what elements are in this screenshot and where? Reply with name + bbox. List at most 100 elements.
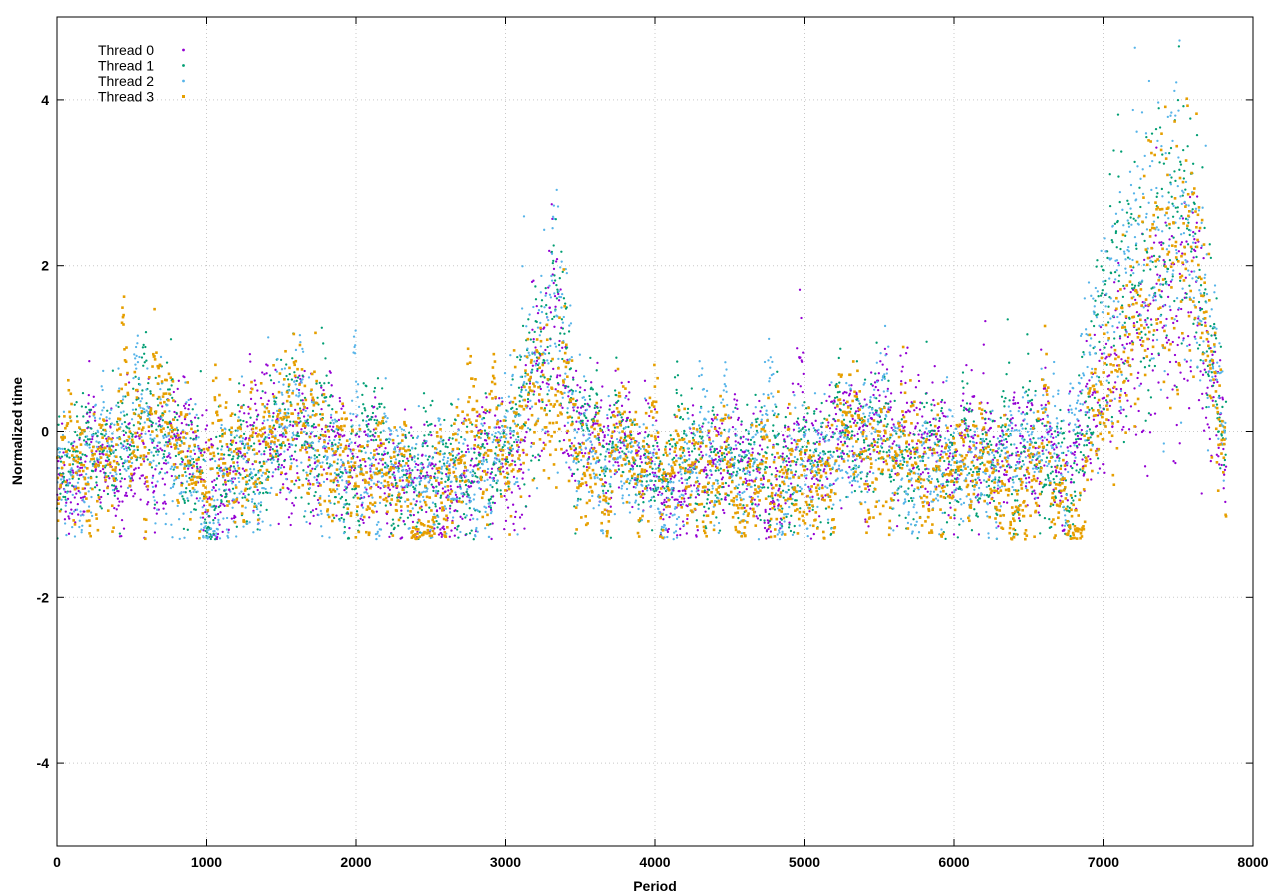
point <box>855 393 858 396</box>
point <box>524 371 527 375</box>
point <box>761 486 764 489</box>
point <box>761 474 765 477</box>
point <box>139 498 142 501</box>
point <box>1110 346 1113 349</box>
point <box>620 404 624 407</box>
point <box>793 422 796 425</box>
point <box>916 448 919 452</box>
point <box>796 484 799 487</box>
point <box>566 452 570 455</box>
point <box>993 456 996 459</box>
point <box>559 332 562 335</box>
point <box>789 493 792 497</box>
point <box>371 434 374 437</box>
point <box>323 382 326 385</box>
point <box>819 521 822 524</box>
point <box>1121 310 1124 313</box>
point <box>187 423 190 427</box>
point <box>680 394 683 397</box>
point <box>407 431 411 434</box>
point <box>1096 457 1100 460</box>
point <box>409 514 413 517</box>
point <box>89 408 92 412</box>
point <box>73 496 76 499</box>
point <box>285 419 289 422</box>
point <box>572 378 575 381</box>
point <box>868 484 872 488</box>
point <box>300 496 303 499</box>
point <box>757 503 760 506</box>
point <box>147 429 151 433</box>
point <box>446 516 449 520</box>
point <box>918 408 921 411</box>
point <box>928 434 931 438</box>
point <box>554 388 557 391</box>
point <box>691 414 694 417</box>
point <box>296 376 300 379</box>
point <box>517 484 520 488</box>
point <box>449 442 452 446</box>
point <box>383 406 386 409</box>
point <box>305 477 308 480</box>
point <box>712 462 715 465</box>
point <box>1088 428 1092 431</box>
point <box>1015 454 1018 457</box>
point <box>606 489 610 493</box>
point <box>751 457 755 460</box>
point <box>607 424 610 428</box>
point <box>788 521 791 524</box>
point <box>287 516 291 519</box>
point <box>268 374 272 377</box>
point <box>281 483 285 486</box>
point <box>1113 270 1117 274</box>
point <box>657 493 660 497</box>
point <box>778 475 781 478</box>
point <box>1219 359 1222 362</box>
point <box>1134 298 1137 301</box>
point <box>686 505 689 508</box>
point <box>356 445 360 448</box>
point <box>391 518 395 521</box>
point <box>764 508 767 512</box>
point <box>485 432 488 435</box>
point <box>691 404 695 407</box>
point <box>802 372 805 376</box>
point <box>1039 532 1042 535</box>
point <box>77 513 80 516</box>
point <box>653 471 657 475</box>
point <box>949 506 952 509</box>
point <box>810 477 814 480</box>
point <box>519 463 522 466</box>
point <box>131 435 134 438</box>
point <box>551 317 554 321</box>
point <box>641 496 645 500</box>
point <box>199 451 202 455</box>
point <box>737 416 740 420</box>
point <box>789 464 792 467</box>
point <box>874 385 877 389</box>
point <box>261 422 264 425</box>
point <box>628 482 631 485</box>
point <box>736 407 739 411</box>
point <box>464 516 467 519</box>
point <box>549 311 553 314</box>
point <box>1182 337 1185 340</box>
point <box>370 404 374 408</box>
point <box>57 423 60 426</box>
point <box>688 454 691 457</box>
point <box>1142 429 1145 432</box>
point <box>825 399 828 403</box>
point <box>345 502 349 505</box>
point <box>763 519 766 522</box>
point <box>340 407 343 410</box>
point <box>307 502 310 505</box>
point <box>1055 474 1058 478</box>
point <box>901 463 905 467</box>
point <box>224 479 227 482</box>
point <box>153 531 157 534</box>
point <box>437 481 440 484</box>
point <box>732 471 735 474</box>
point <box>60 455 64 458</box>
point <box>479 432 483 436</box>
point <box>157 462 161 465</box>
